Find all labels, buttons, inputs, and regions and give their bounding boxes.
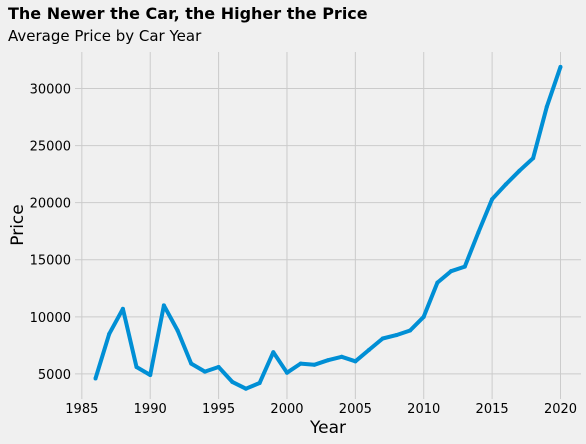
data-point: [476, 230, 481, 235]
data-point: [394, 333, 399, 338]
data-point: [339, 354, 344, 359]
data-point: [421, 314, 426, 319]
x-axis-label: Year: [309, 418, 346, 438]
y-tick-label: 15000: [30, 254, 71, 269]
y-tick-label: 5000: [38, 368, 71, 383]
y-tick-label: 30000: [30, 83, 71, 98]
data-point: [148, 373, 153, 378]
data-point: [161, 303, 166, 308]
chart-title: The Newer the Car, the Higher the Price: [8, 4, 368, 23]
x-tick-labels: 1985 1990 1995 2000 2005 2010 2015 2020: [65, 402, 577, 417]
x-tick-label: 1990: [134, 402, 167, 417]
data-point: [326, 358, 330, 363]
data-point: [271, 350, 276, 355]
y-tick-label: 25000: [30, 140, 71, 155]
data-point: [490, 197, 495, 202]
data-point: [243, 386, 248, 391]
y-axis-label: Price: [8, 204, 28, 245]
data-point: [558, 64, 563, 69]
y-tick-label: 20000: [30, 197, 71, 212]
x-tick-label: 2000: [270, 402, 303, 417]
data-point: [367, 347, 372, 352]
data-point: [175, 328, 180, 333]
data-point: [312, 362, 317, 367]
data-point: [353, 359, 358, 364]
data-point: [284, 370, 289, 375]
data-point: [134, 365, 139, 370]
data-point: [202, 369, 207, 374]
grid-lines: [75, 52, 581, 399]
series-group: [93, 64, 563, 391]
data-point: [449, 269, 454, 274]
x-tick-label: 1985: [65, 402, 98, 417]
data-point: [380, 336, 385, 341]
y-tick-label: 10000: [30, 311, 71, 326]
x-tick-label: 2020: [544, 402, 577, 417]
data-point: [531, 156, 536, 161]
data-point: [517, 168, 522, 173]
data-point: [230, 379, 235, 384]
chart-subtitle: Average Price by Car Year: [8, 27, 202, 45]
data-point: [544, 104, 549, 109]
data-point: [107, 331, 112, 336]
data-point: [503, 182, 508, 187]
data-point: [462, 264, 467, 269]
data-point: [216, 365, 221, 370]
x-tick-label: 1995: [202, 402, 235, 417]
x-tick-label: 2005: [339, 402, 372, 417]
data-point: [120, 306, 125, 311]
data-point: [189, 361, 194, 366]
y-tick-labels: 5000 10000 15000 20000 25000 30000: [30, 83, 71, 383]
data-point: [93, 376, 98, 381]
data-point: [257, 381, 262, 386]
price-series-line: [93, 66, 563, 391]
data-point: [408, 328, 413, 333]
x-tick-label: 2015: [476, 402, 509, 417]
data-point: [435, 280, 440, 285]
x-tick-label: 2010: [407, 402, 440, 417]
data-point: [298, 361, 303, 366]
